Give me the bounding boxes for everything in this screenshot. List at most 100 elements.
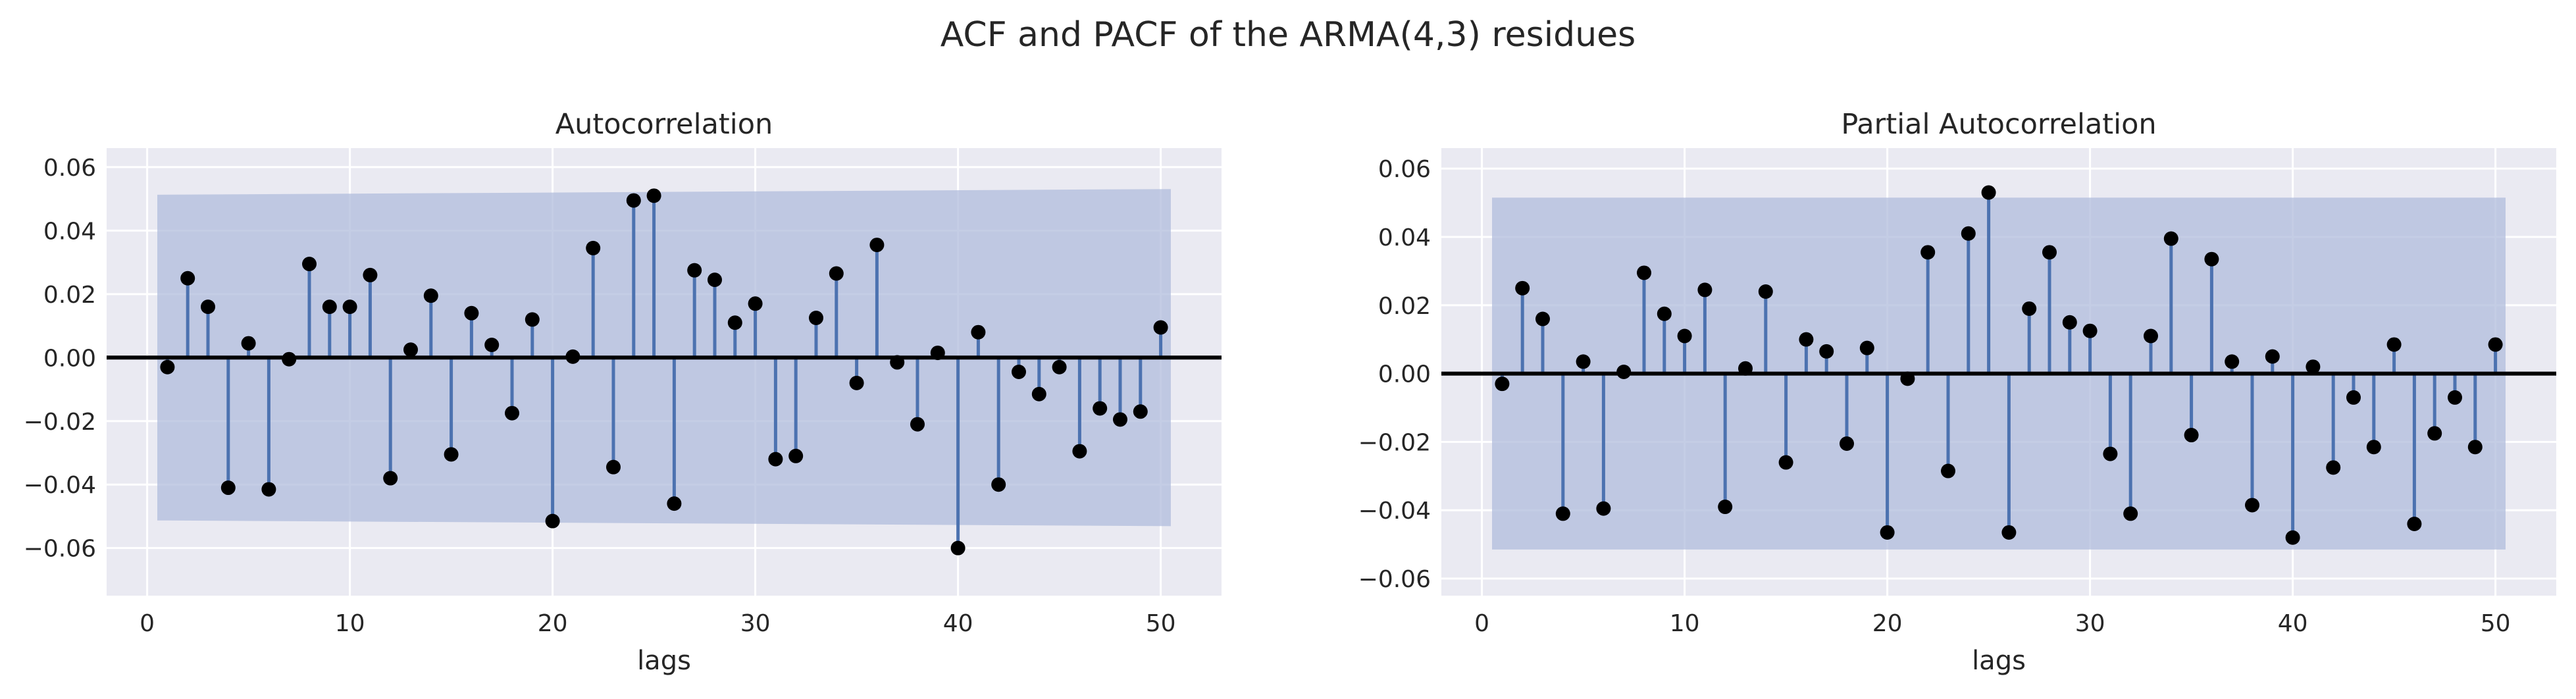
data-point xyxy=(1880,525,1895,540)
data-point xyxy=(950,540,966,556)
data-point xyxy=(2407,516,2422,531)
data-point xyxy=(991,477,1006,492)
data-point xyxy=(1920,245,1936,260)
data-point xyxy=(1596,501,1611,516)
y-tick-label: −0.04 xyxy=(1358,498,1431,525)
data-point xyxy=(1133,404,1148,419)
data-point xyxy=(1900,371,1915,386)
data-point xyxy=(220,480,236,496)
x-tick-label: 40 xyxy=(2278,610,2308,637)
data-point xyxy=(687,263,702,278)
data-point xyxy=(180,271,195,286)
data-point xyxy=(930,346,945,361)
data-point xyxy=(1941,463,1955,479)
data-point xyxy=(788,448,804,463)
data-point xyxy=(1697,282,1713,298)
data-point xyxy=(1535,311,1550,326)
data-point xyxy=(1657,306,1672,321)
data-point xyxy=(1840,436,1854,452)
x-tick-label: 50 xyxy=(1146,610,1176,637)
x-tick-label: 20 xyxy=(1872,610,1903,637)
data-point xyxy=(1677,328,1692,344)
data-point xyxy=(1555,506,1570,521)
data-point xyxy=(748,296,763,311)
data-point xyxy=(910,417,925,432)
data-point xyxy=(423,288,438,303)
data-point xyxy=(1758,284,1773,299)
data-point xyxy=(768,452,783,467)
data-point xyxy=(1616,365,1632,379)
data-point xyxy=(869,238,885,253)
data-point xyxy=(2346,390,2361,405)
x-tick-label: 20 xyxy=(538,610,568,637)
data-point xyxy=(667,496,682,511)
x-tick-label: 10 xyxy=(335,610,365,637)
data-point xyxy=(809,311,823,326)
data-point xyxy=(2103,446,2118,461)
data-point xyxy=(160,359,175,375)
data-point xyxy=(2467,440,2483,455)
data-point xyxy=(383,471,398,486)
y-tick-label: 0.00 xyxy=(43,345,96,372)
data-point xyxy=(1093,401,1108,416)
data-point xyxy=(2366,440,2381,455)
data-point xyxy=(2022,301,2037,316)
x-tick-label: 30 xyxy=(2075,610,2105,637)
x-tick-label: 30 xyxy=(740,610,771,637)
data-point xyxy=(626,193,641,208)
data-point xyxy=(646,188,661,203)
data-point xyxy=(2427,426,2442,441)
data-point xyxy=(2062,315,2077,330)
data-point xyxy=(2265,349,2280,364)
data-point xyxy=(444,447,459,462)
data-point xyxy=(322,299,337,315)
data-point xyxy=(2245,498,2259,513)
y-tick-label: −0.06 xyxy=(24,536,96,563)
y-tick-label: 0.06 xyxy=(1378,156,1431,183)
x-axis-label: lags xyxy=(1972,646,2026,676)
data-point xyxy=(829,266,844,281)
data-point xyxy=(606,459,621,475)
data-point xyxy=(2042,245,2057,260)
y-tick-label: 0.06 xyxy=(43,155,96,182)
data-point xyxy=(1718,500,1733,515)
data-point xyxy=(1113,412,1127,427)
data-point xyxy=(1961,226,1976,241)
data-point xyxy=(890,355,905,370)
chart-panel-pacf: 0 10 20 30 40 50 −0.06 −0.04 −0.02 0.00 0.02 0.04 0.… xyxy=(1358,108,2556,676)
y-tick-label: 0.04 xyxy=(43,218,96,245)
data-point xyxy=(1515,280,1530,296)
data-point xyxy=(241,336,256,351)
data-point xyxy=(2488,337,2503,352)
data-point xyxy=(1495,376,1510,392)
y-tick-label: 0.00 xyxy=(1378,361,1431,388)
panel-title: Autocorrelation xyxy=(555,108,773,141)
data-point xyxy=(505,405,519,421)
data-point xyxy=(971,324,986,340)
data-point xyxy=(2204,251,2219,267)
data-point xyxy=(849,375,864,390)
data-point xyxy=(302,257,317,272)
data-point xyxy=(1778,455,1793,470)
y-tick-label: −0.02 xyxy=(1358,429,1431,456)
data-point xyxy=(525,312,540,327)
x-tick-label: 0 xyxy=(140,610,155,637)
x-tick-label: 50 xyxy=(2481,610,2511,637)
y-tick-label: 0.02 xyxy=(43,282,96,309)
data-point xyxy=(708,272,722,288)
data-point xyxy=(2082,323,2098,338)
data-point xyxy=(2306,359,2321,375)
data-point xyxy=(2285,530,2300,545)
y-tick-label: 0.02 xyxy=(1378,293,1431,320)
data-point xyxy=(2001,525,2017,540)
panel-title: Partial Autocorrelation xyxy=(1841,108,2156,141)
figure-title: ACF and PACF of the ARMA(4,3) residues xyxy=(940,15,1636,55)
x-tick-label: 40 xyxy=(943,610,973,637)
data-point xyxy=(1072,444,1087,459)
data-point xyxy=(261,482,276,497)
data-point xyxy=(1859,340,1874,355)
data-point xyxy=(727,315,742,330)
data-point xyxy=(1153,320,1168,335)
data-point xyxy=(586,240,601,255)
